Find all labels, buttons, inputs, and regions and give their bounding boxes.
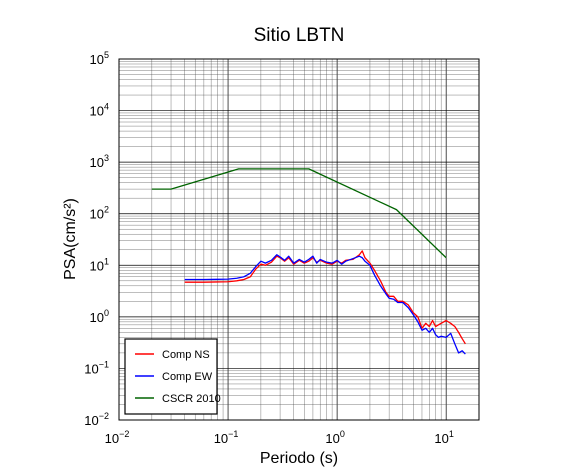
legend: Comp NS Comp EW CSCR 2010 <box>124 338 221 415</box>
y-tick-label: 10−1 <box>84 359 109 376</box>
chart-title: Sitio LBTN <box>254 25 345 46</box>
legend-label-1: Comp EW <box>162 371 213 383</box>
y-tick-label: 103 <box>90 153 109 170</box>
series-group <box>151 168 466 355</box>
plot-frame <box>118 58 480 421</box>
y-axis-label: PSA(cm/s²) <box>62 198 79 280</box>
y-tick-label: 104 <box>90 102 109 119</box>
legend-label-2: CSCR 2010 <box>162 393 221 405</box>
x-tick-labels: 10−2 10−1 100 101 <box>105 429 454 446</box>
x-tick-label: 10−2 <box>105 429 130 446</box>
y-tick-label: 100 <box>90 308 109 325</box>
y-tick-labels: 10−2 10−1 100 101 102 103 104 105 <box>84 50 109 428</box>
y-tick-label: 102 <box>90 205 109 222</box>
series-line-0 <box>184 250 466 345</box>
series-line-2 <box>151 168 447 259</box>
y-tick-label: 105 <box>90 50 109 67</box>
x-tick-label: 101 <box>434 429 453 446</box>
y-tick-label: 101 <box>90 256 109 273</box>
series-line-1 <box>184 254 466 355</box>
x-tick-label: 100 <box>325 429 344 446</box>
grid <box>118 58 480 421</box>
y-tick-label: 10−2 <box>84 411 109 428</box>
legend-label-0: Comp NS <box>162 349 210 361</box>
x-tick-label: 10−1 <box>214 429 239 446</box>
x-axis-label: Periodo (s) <box>260 450 338 467</box>
